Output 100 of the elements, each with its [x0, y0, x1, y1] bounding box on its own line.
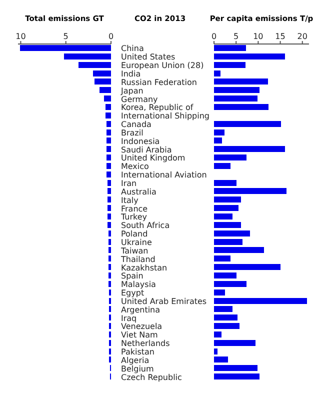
bar — [214, 306, 233, 312]
bar — [214, 374, 260, 380]
bar — [108, 280, 111, 287]
x-tick-label: 0 — [108, 32, 114, 41]
bar — [106, 104, 111, 110]
x-tick-label: 5 — [63, 32, 68, 41]
y-tick-label: Pakistan — [121, 348, 154, 357]
y-tick-label: Spain — [121, 272, 144, 281]
y-tick-label: Czech Republic — [121, 372, 182, 382]
bar — [106, 138, 111, 144]
x-tick-label: 0 — [211, 32, 217, 41]
bar — [214, 264, 280, 270]
y-tick-label: China — [121, 44, 144, 54]
bar — [214, 365, 258, 372]
bar — [108, 272, 111, 278]
y-tick-label: United Kingdom — [121, 154, 186, 163]
bar — [107, 188, 111, 194]
y-tick-label: Russian Federation — [121, 78, 197, 87]
bar — [106, 154, 111, 161]
bar — [214, 214, 233, 220]
bar — [107, 214, 111, 220]
y-tick-label: Korea, Republic of — [121, 103, 194, 112]
bar — [106, 112, 111, 118]
y-tick-label: Canada — [121, 120, 152, 130]
bar — [106, 146, 111, 152]
y-tick-label: Netherlands — [121, 339, 170, 348]
y-tick-label: Australia — [121, 187, 156, 196]
y-tick-label: European Union (28) — [121, 61, 204, 70]
y-tick-label: Poland — [121, 230, 148, 239]
bar — [214, 120, 282, 127]
bar — [107, 205, 111, 212]
bar — [214, 289, 226, 296]
bar — [108, 264, 111, 270]
bar — [107, 180, 111, 186]
bar — [214, 230, 250, 236]
y-tick-label: Venezuela — [121, 322, 162, 332]
bar — [108, 256, 111, 262]
bar — [214, 96, 258, 102]
bar — [214, 205, 238, 212]
x-tick-label: 20 — [297, 32, 308, 41]
y-tick-label: International Aviation — [121, 170, 207, 180]
bar — [214, 256, 230, 262]
y-tick-label: India — [121, 69, 141, 78]
y-tick-label: Iraq — [121, 314, 137, 323]
bar — [214, 280, 247, 287]
bar — [214, 162, 230, 169]
bar — [214, 45, 246, 51]
y-tick-label: Thailand — [120, 254, 156, 264]
bar — [214, 314, 238, 321]
bar — [214, 348, 218, 354]
bar — [214, 340, 256, 346]
bar — [214, 323, 240, 330]
y-tick-label: Egypt — [121, 288, 144, 298]
y-tick-label: Algeria — [121, 356, 150, 365]
x-tick-label: 5 — [234, 32, 239, 41]
bar — [214, 222, 241, 228]
y-tick-label: Germany — [121, 94, 158, 104]
bar — [106, 129, 111, 136]
bar — [106, 120, 111, 127]
y-tick-label: Ukraine — [121, 238, 152, 247]
bar — [214, 188, 286, 194]
bar — [108, 247, 111, 254]
y-tick-label: United States — [121, 52, 176, 62]
bar — [214, 129, 225, 136]
y-tick-label: South Africa — [121, 221, 170, 230]
bar — [214, 62, 246, 68]
bar — [78, 62, 111, 68]
bar — [214, 53, 286, 60]
y-tick-label: Belgium — [121, 364, 154, 374]
bar — [99, 87, 111, 94]
bar — [94, 78, 111, 85]
y-tick-label: Viet Nam — [121, 330, 158, 340]
bar — [214, 247, 264, 254]
bar — [108, 230, 111, 236]
bar — [214, 87, 260, 94]
y-tick-label: Argentina — [121, 305, 160, 314]
y-tick-label: United Arab Emirates — [121, 296, 207, 306]
bar — [214, 272, 237, 278]
bar — [107, 196, 111, 203]
y-tick-label: Malaysia — [121, 280, 156, 290]
bar — [214, 331, 222, 338]
y-tick-label: Italy — [121, 196, 139, 205]
bar — [104, 96, 111, 102]
bar — [214, 78, 268, 85]
bar — [214, 356, 228, 363]
bar — [214, 196, 241, 203]
bar — [106, 171, 111, 178]
bar — [107, 222, 111, 228]
y-tick-label: France — [121, 204, 148, 214]
bar — [108, 238, 111, 245]
y-tick-label: Japan — [120, 86, 144, 96]
y-tick-label: Iran — [121, 179, 137, 188]
y-tick-label: Taiwan — [120, 246, 148, 256]
y-tick-label: Turkey — [120, 212, 148, 222]
x-tick-label: 10 — [253, 32, 264, 41]
bar — [214, 104, 268, 110]
bar — [214, 238, 243, 245]
y-tick-label: Kazakhstan — [121, 263, 168, 272]
y-tick-label: Indonesia — [121, 136, 160, 146]
x-tick-label: 10 — [16, 32, 26, 41]
